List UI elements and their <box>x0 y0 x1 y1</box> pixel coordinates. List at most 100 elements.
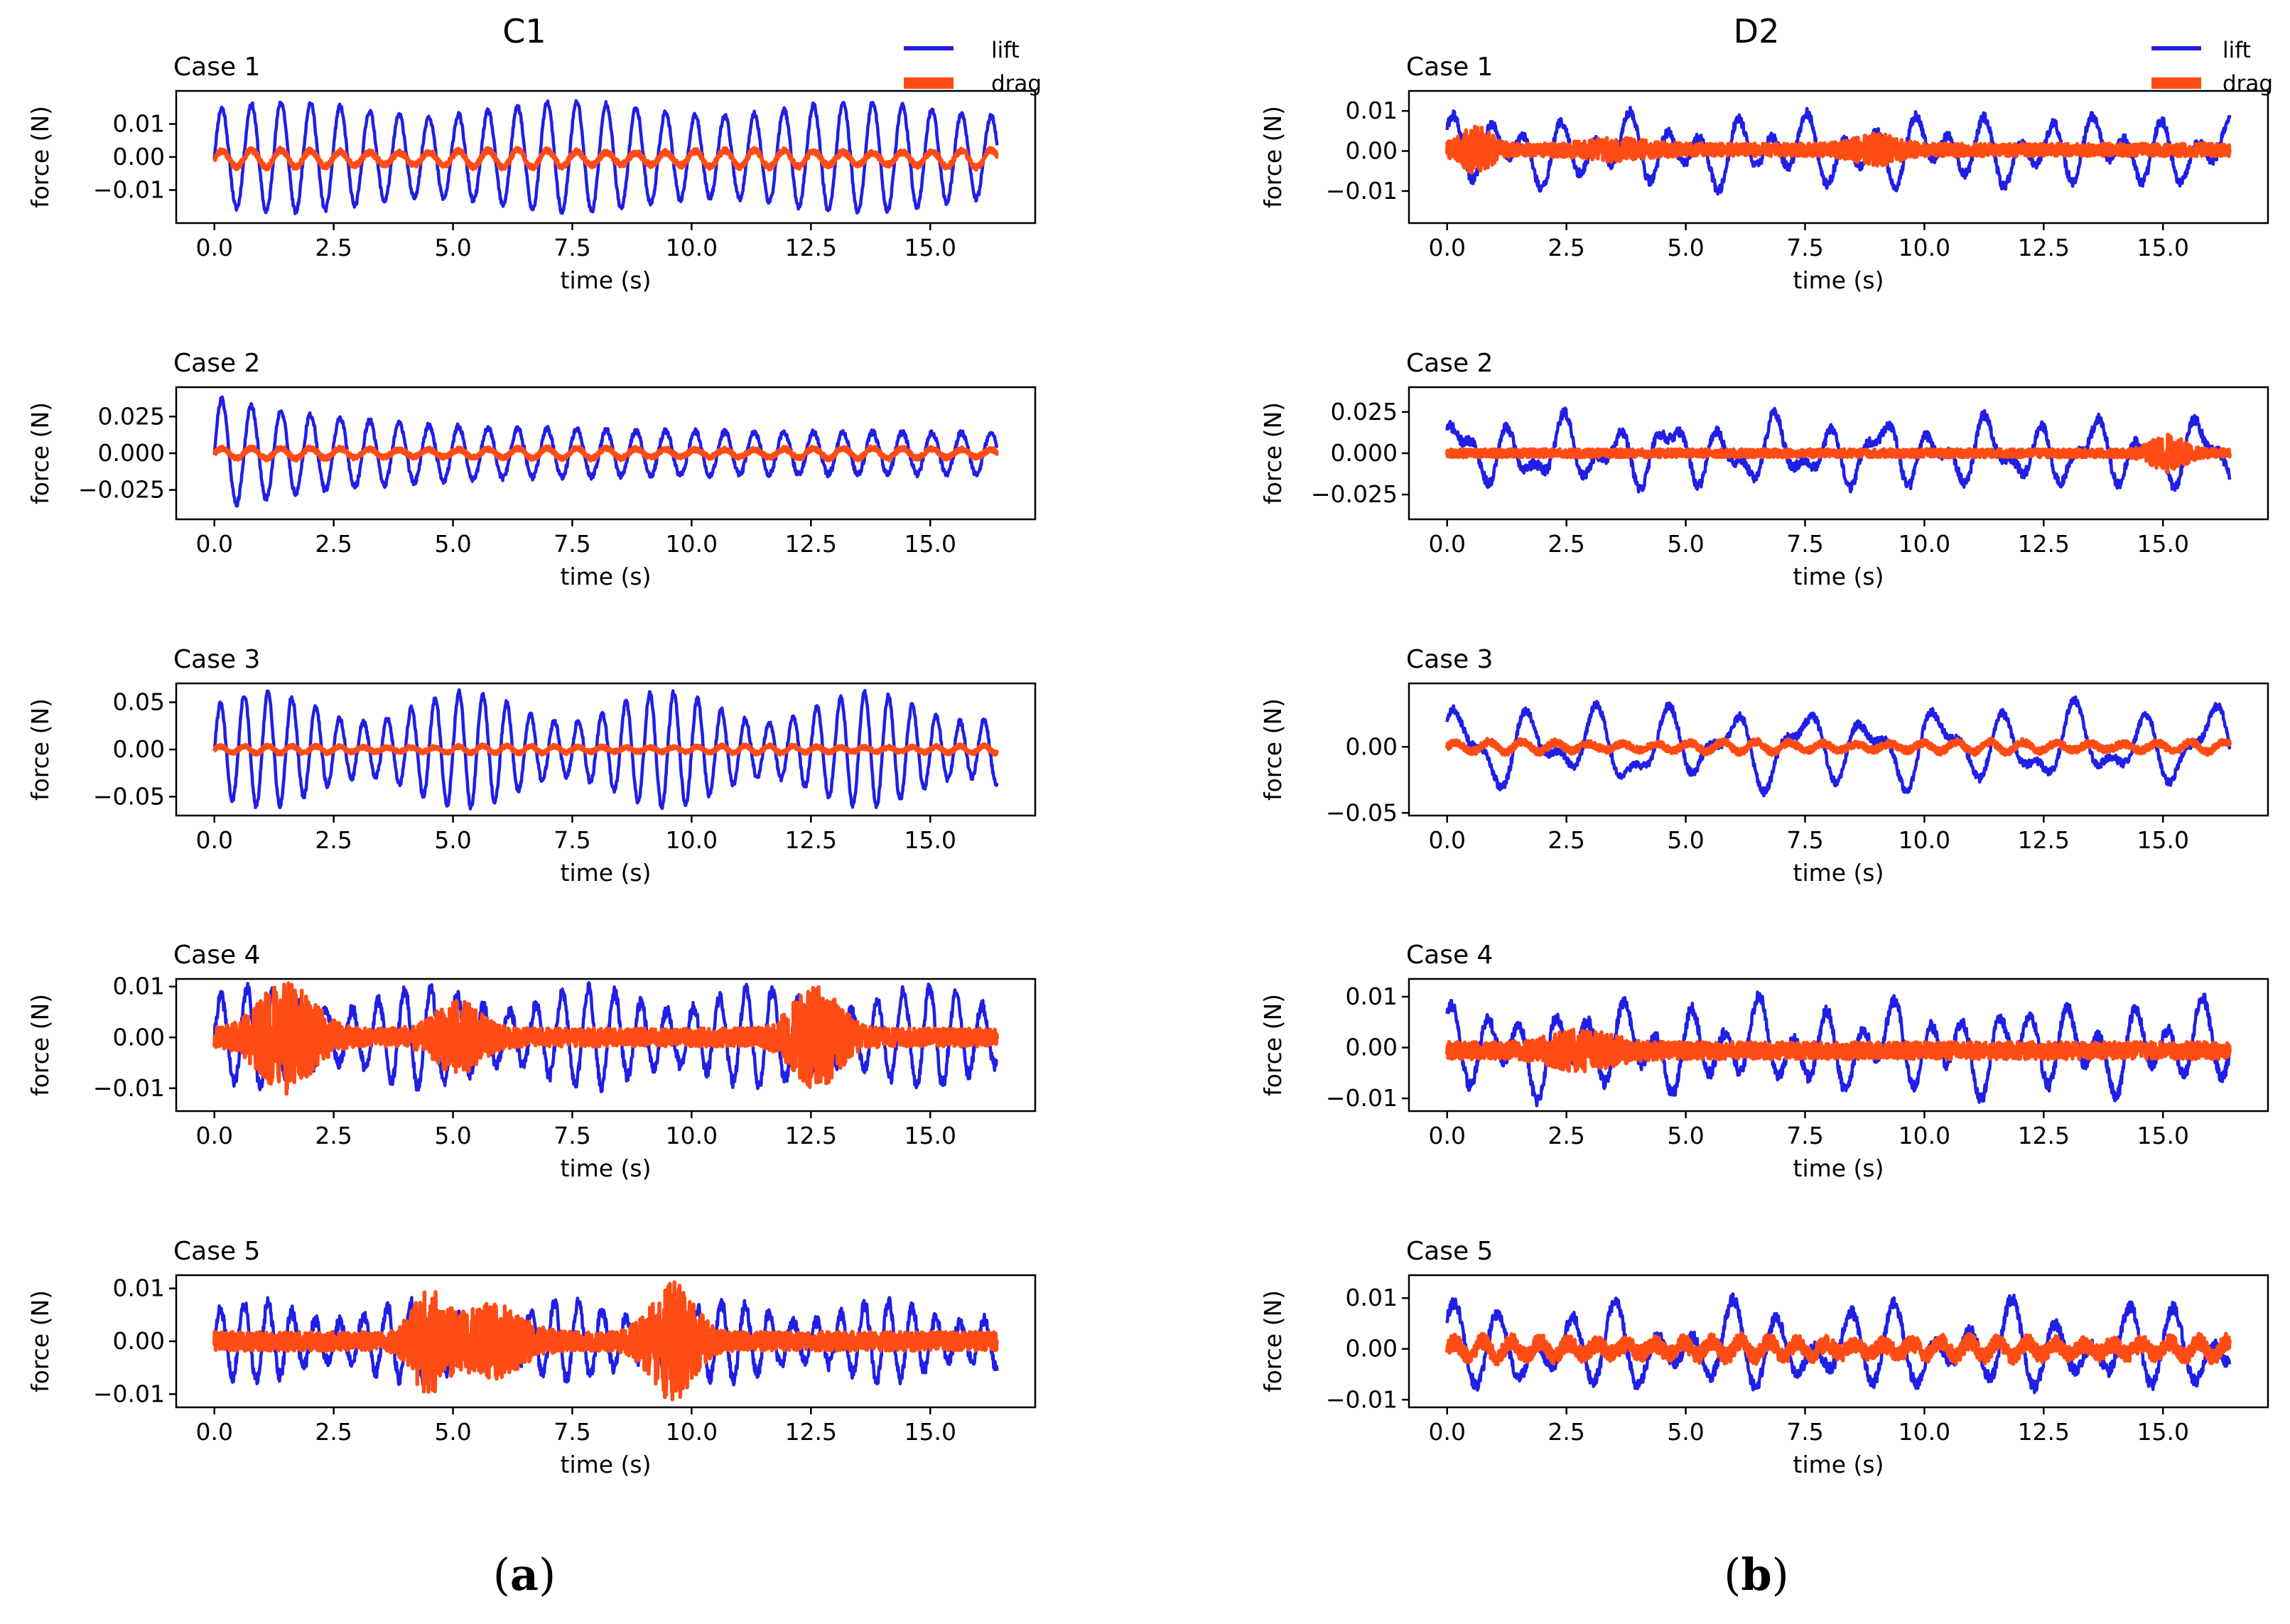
ylabel-b1: force (N) <box>1259 106 1287 208</box>
subplot-title-b2: Case 2 <box>1406 349 1493 378</box>
ytick-label-b3-1: 0.00 <box>1346 732 1398 760</box>
ytick-label-a1-1: 0.00 <box>113 143 165 170</box>
series-drag-a1 <box>212 146 999 172</box>
xtick-label-a5-6: 15.0 <box>904 1418 956 1446</box>
subplot-title-a4: Case 4 <box>173 941 260 970</box>
xtick-label-b5-5: 12.5 <box>2018 1418 2070 1446</box>
xtick-label-b1-1: 2.5 <box>1548 234 1584 261</box>
xtick-label-a1-1: 2.5 <box>315 234 352 261</box>
xlabel-a3: time (s) <box>561 859 652 887</box>
xlabel-b2: time (s) <box>1793 563 1884 590</box>
xtick-label-b5-4: 10.0 <box>1899 1418 1950 1446</box>
ytick-label-b4-1: 0.00 <box>1346 1034 1398 1061</box>
series-drag-b5 <box>1444 1331 2232 1367</box>
ytick-label-b4-0: −0.01 <box>1326 1084 1398 1112</box>
xtick-label-b1-6: 15.0 <box>2137 234 2188 261</box>
ytick-label-b5-1: 0.00 <box>1346 1335 1398 1363</box>
axes-frame-a4 <box>175 978 1037 1113</box>
xtick-label-b3-4: 10.0 <box>1899 826 1950 854</box>
xtick-label-b4-2: 5.0 <box>1667 1122 1704 1149</box>
xtick-label-a3-6: 15.0 <box>904 826 956 854</box>
xtick-label-b3-1: 2.5 <box>1548 826 1584 854</box>
xtick-label-b2-2: 5.0 <box>1667 530 1704 558</box>
series-lift-a3 <box>212 688 999 811</box>
ytick-label-b5-2: 0.01 <box>1346 1284 1398 1311</box>
series-group-a2 <box>212 395 999 508</box>
subplot-b3: Case 3 0.0 2.5 5.0 7.5 10.0 12.5 15.0 −0.05 0.00 t… <box>1259 645 2269 887</box>
xlabel-b5: time (s) <box>1793 1451 1884 1478</box>
ylabel-a5: force (N) <box>26 1290 54 1392</box>
xtick-label-a1-5: 12.5 <box>785 234 837 261</box>
xtick-label-b2-1: 2.5 <box>1548 530 1584 558</box>
ylabel-a3: force (N) <box>26 698 54 801</box>
ylabel-a1: force (N) <box>26 106 54 208</box>
ylabel-b2: force (N) <box>1259 402 1287 504</box>
xtick-label-b3-6: 15.0 <box>2137 826 2188 854</box>
xtick-label-a5-4: 10.0 <box>666 1418 718 1446</box>
series-group-b3 <box>1444 695 2232 798</box>
subplot-a4: Case 4 0.0 2.5 5.0 7.5 10.0 12.5 15.0 −0.01 0.00 0… <box>26 941 1037 1182</box>
ytick-label-b4-2: 0.01 <box>1346 982 1398 1010</box>
series-drag-a5 <box>212 1280 999 1402</box>
xtick-label-a4-2: 5.0 <box>434 1122 471 1149</box>
xtick-label-a4-5: 12.5 <box>785 1122 837 1149</box>
axes-frame-b4 <box>1408 978 2269 1113</box>
series-group-a3 <box>212 688 999 811</box>
ylabel-b4: force (N) <box>1259 994 1287 1096</box>
subplot-b4: Case 4 0.0 2.5 5.0 7.5 10.0 12.5 15.0 −0.01 0.00 0… <box>1259 941 2269 1182</box>
xtick-label-b4-6: 15.0 <box>2137 1122 2188 1149</box>
ytick-label-a3-2: 0.05 <box>113 688 165 716</box>
ytick-label-a2-1: 0.000 <box>98 439 165 467</box>
xlabel-a5: time (s) <box>561 1451 652 1478</box>
ytick-label-a3-1: 0.00 <box>113 735 165 763</box>
series-drag-a2 <box>212 444 999 463</box>
series-group-b4 <box>1444 990 2232 1108</box>
xtick-label-a2-5: 12.5 <box>785 530 837 558</box>
series-group-b5 <box>1444 1292 2232 1395</box>
xlabel-b1: time (s) <box>1793 266 1884 294</box>
xtick-label-a5-0: 0.0 <box>195 1418 232 1446</box>
axes-frame-b1 <box>1408 90 2269 224</box>
xtick-label-a2-2: 5.0 <box>434 530 471 558</box>
xtick-label-a5-1: 2.5 <box>315 1418 352 1446</box>
subplots: Case 10.0 2.5 5.0 7.5 10.0 12.5 15.0−0.010.000… <box>26 53 2269 1478</box>
xtick-label-a4-4: 10.0 <box>666 1122 718 1149</box>
ytick-label-b2-1: 0.000 <box>1331 439 1398 467</box>
column-title-d2: D2 <box>1734 12 1780 50</box>
series-drag-a3 <box>212 742 999 757</box>
series-group-b1 <box>1444 105 2232 196</box>
ytick-label-a5-0: −0.01 <box>93 1380 165 1407</box>
ytick-label-b2-2: 0.025 <box>1331 398 1398 426</box>
legend-lift-label-d2: lift <box>2223 38 2251 63</box>
xtick-label-a4-3: 7.5 <box>553 1122 590 1149</box>
xtick-label-a2-6: 15.0 <box>904 530 956 558</box>
ytick-label-a5-1: 0.00 <box>113 1327 165 1355</box>
subplot-title-a3: Case 3 <box>173 645 260 674</box>
subplot-title-b4: Case 4 <box>1406 941 1493 970</box>
ytick-label-a2-2: 0.025 <box>98 402 165 430</box>
series-drag-b1 <box>1444 124 2232 175</box>
axes-frame-b3 <box>1408 682 2269 817</box>
series-group-a1 <box>212 99 999 215</box>
xtick-label-a4-0: 0.0 <box>195 1122 232 1149</box>
series-drag-b4 <box>1444 1027 2232 1073</box>
subplot-a2: Case 2 0.0 2.5 5.0 7.5 10.0 12.5 15.0 −0.025 0.00… <box>26 349 1037 590</box>
xtick-label-b5-3: 7.5 <box>1786 1418 1823 1446</box>
column-title-c1: C1 <box>502 12 546 50</box>
xtick-label-a2-0: 0.0 <box>195 530 232 558</box>
ytick-label-b3-0: −0.05 <box>1326 799 1398 826</box>
xtick-label-a2-4: 10.0 <box>666 530 718 558</box>
xtick-label-b1-5: 12.5 <box>2018 234 2070 261</box>
subplot-title-a1: Case 1 <box>173 53 260 82</box>
xtick-label-a1-0: 0.0 <box>195 234 232 261</box>
xlabel-a4: time (s) <box>561 1154 652 1182</box>
xtick-label-b3-5: 12.5 <box>2018 826 2070 854</box>
subplot-title-b5: Case 5 <box>1406 1237 1493 1266</box>
ytick-label-b5-0: −0.01 <box>1326 1385 1398 1413</box>
xlabel-b4: time (s) <box>1793 1154 1884 1182</box>
xtick-label-b4-0: 0.0 <box>1428 1122 1465 1149</box>
series-drag-b3 <box>1444 736 2232 757</box>
ytick-label-b1-2: 0.01 <box>1346 97 1398 124</box>
subplot-b1: Case 1 0.0 2.5 5.0 7.5 10.0 12.5 15.0 −0.01 0.00 0… <box>1259 53 2269 294</box>
xtick-label-b2-5: 12.5 <box>2018 530 2070 558</box>
